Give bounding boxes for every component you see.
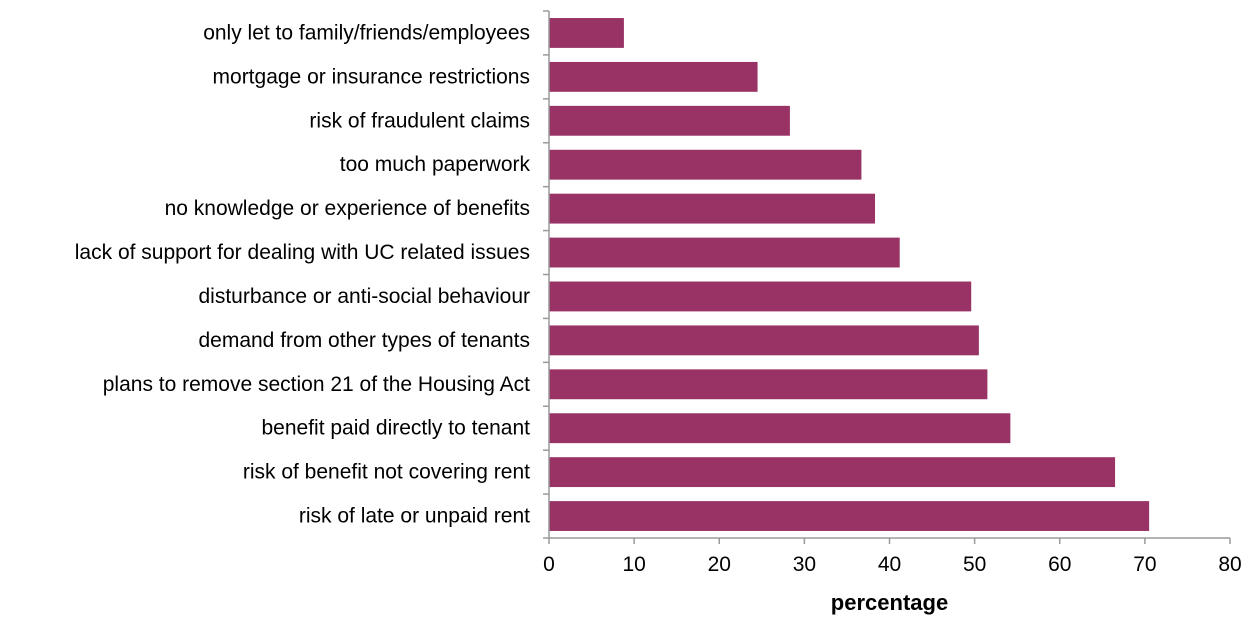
bar bbox=[549, 325, 979, 356]
category-label: lack of support for dealing with UC rela… bbox=[75, 241, 530, 264]
category-label: plans to remove section 21 of the Housin… bbox=[103, 373, 530, 396]
x-tick-label: 30 bbox=[793, 553, 816, 576]
y-axis-ticks bbox=[543, 10, 549, 539]
x-axis-ticks: 0 10 20 30 40 50 60 70 80 bbox=[543, 538, 1242, 576]
x-tick-label: 70 bbox=[1133, 553, 1156, 576]
category-labels: only let to family/friends/employees mort… bbox=[75, 21, 531, 527]
category-label: risk of late or unpaid rent bbox=[299, 505, 530, 528]
category-label: risk of fraudulent claims bbox=[309, 109, 530, 132]
category-label: demand from other types of tenants bbox=[198, 329, 530, 352]
bar bbox=[549, 501, 1150, 531]
x-tick-label: 20 bbox=[708, 553, 731, 576]
x-tick-label: 0 bbox=[543, 553, 555, 576]
bar bbox=[549, 237, 900, 268]
bar bbox=[549, 413, 1011, 444]
category-label: disturbance or anti-social behaviour bbox=[198, 285, 530, 308]
bars-group bbox=[549, 18, 1150, 531]
category-label: risk of benefit not covering rent bbox=[243, 461, 530, 484]
x-tick-label: 10 bbox=[622, 553, 645, 576]
bar bbox=[549, 61, 758, 92]
x-tick-label: 50 bbox=[963, 553, 986, 576]
category-label: only let to family/friends/employees bbox=[203, 21, 530, 44]
bar bbox=[549, 149, 862, 180]
x-tick-label: 40 bbox=[878, 553, 901, 576]
x-tick-label: 60 bbox=[1048, 553, 1071, 576]
bar bbox=[549, 281, 972, 312]
category-label: benefit paid directly to tenant bbox=[261, 417, 530, 440]
x-tick-label: 80 bbox=[1218, 553, 1241, 576]
category-label: no knowledge or experience of benefits bbox=[165, 197, 530, 220]
bar bbox=[549, 18, 624, 48]
bar bbox=[549, 369, 988, 400]
category-label: mortgage or insurance restrictions bbox=[213, 65, 530, 88]
x-axis-title: percentage bbox=[831, 590, 948, 615]
category-label: too much paperwork bbox=[340, 153, 531, 176]
bar bbox=[549, 457, 1116, 488]
bar bbox=[549, 105, 790, 136]
bar bbox=[549, 193, 876, 224]
